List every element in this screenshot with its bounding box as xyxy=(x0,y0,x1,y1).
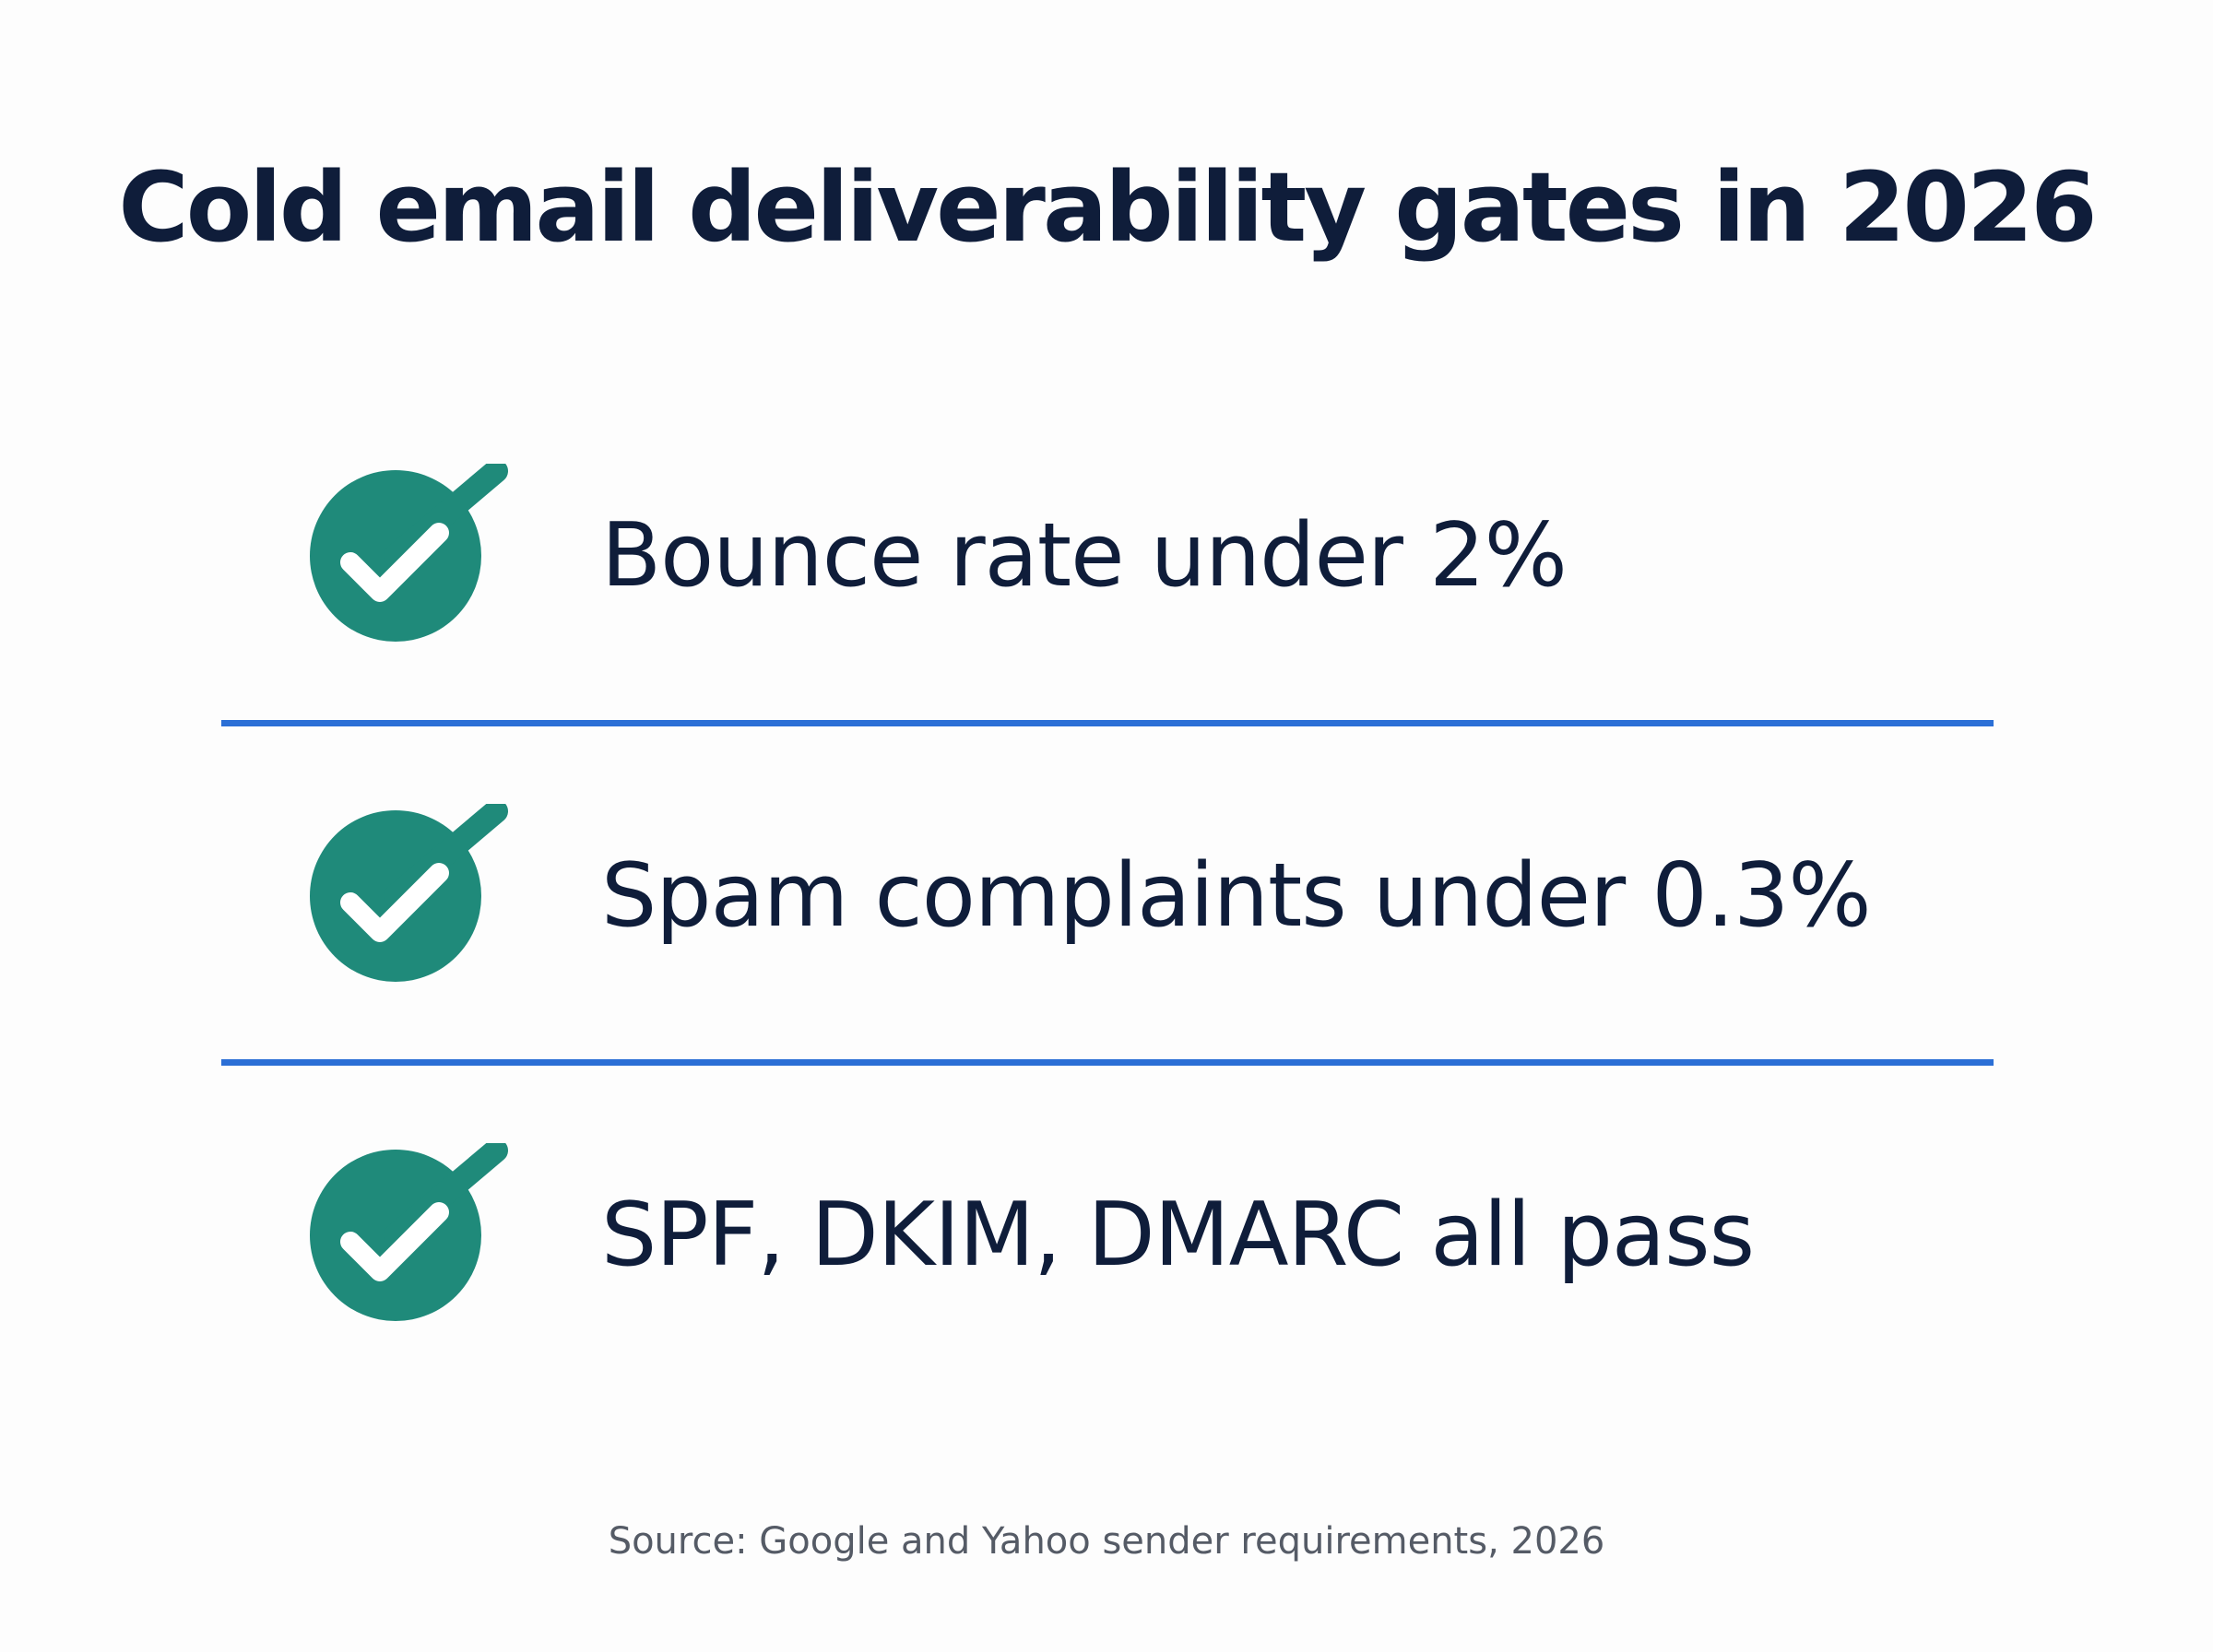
list-item: Bounce rate under 2% xyxy=(0,464,2213,648)
item-label: Spam complaints under 0.3% xyxy=(601,845,1872,947)
check-circle-icon xyxy=(304,464,516,657)
list-item: SPF, DKIM, DMARC all pass xyxy=(0,1143,2213,1328)
page-title: Cold email deliverability gates in 2026 xyxy=(118,151,2097,264)
divider xyxy=(221,720,1994,726)
item-label: Bounce rate under 2% xyxy=(601,505,1568,607)
check-circle-icon xyxy=(304,804,516,997)
source-note: Source: Google and Yahoo sender requirem… xyxy=(608,1520,1605,1563)
divider xyxy=(221,1059,1994,1066)
check-circle-icon xyxy=(304,1143,516,1337)
list-item: Spam complaints under 0.3% xyxy=(0,804,2213,988)
item-label: SPF, DKIM, DMARC all pass xyxy=(601,1185,1755,1286)
